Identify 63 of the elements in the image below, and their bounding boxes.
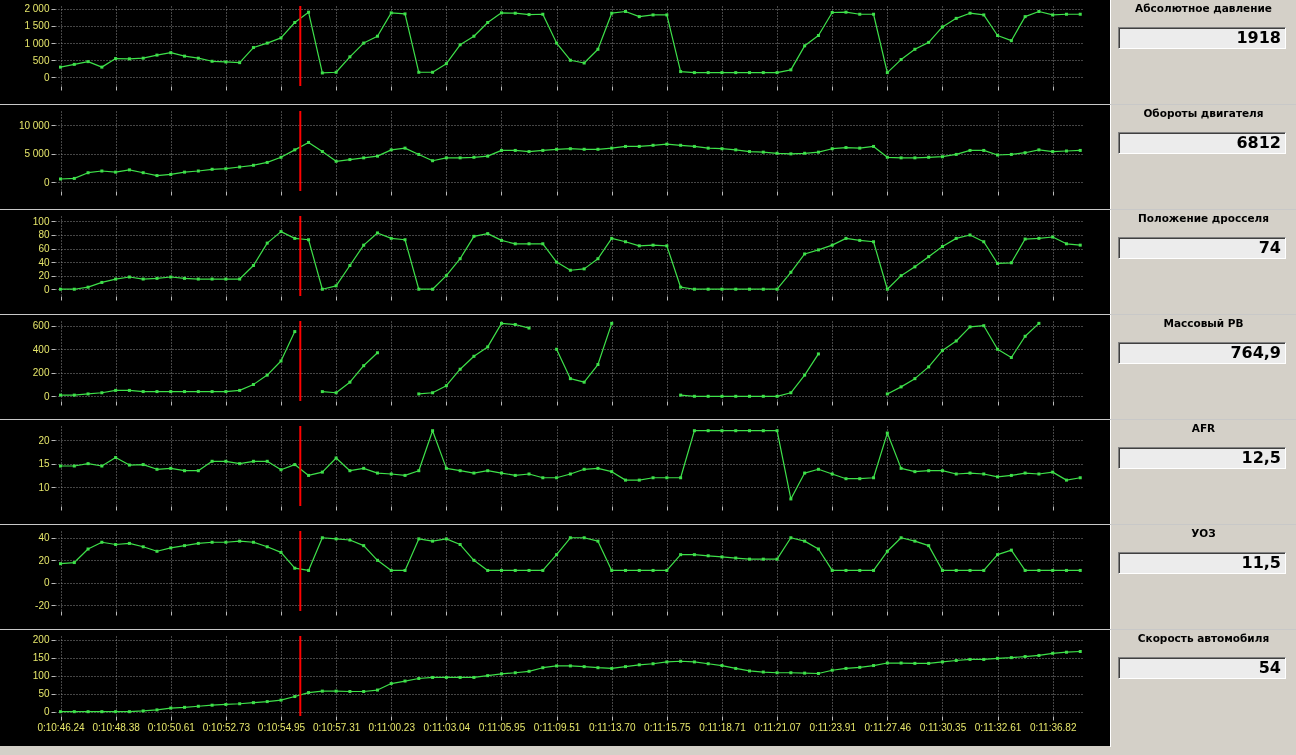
y-tick-label: 150	[32, 652, 50, 664]
text: Массовый РВ	[1162, 317, 1245, 329]
y-tick-label: 10	[38, 481, 50, 493]
x-tick-label: 0:11:15.75	[644, 721, 692, 733]
y-tick-label: 0	[43, 577, 50, 589]
y-tick-label: 60	[38, 243, 50, 255]
text: УОЗ	[1190, 527, 1217, 539]
x-tick-label: 0:11:18.71	[699, 721, 747, 733]
text: 12,5	[1118, 447, 1286, 469]
x-tick-label: 0:11:03.04	[423, 721, 471, 733]
x-tick-label: 0:11:27.46	[864, 721, 912, 733]
y-tick-label: 200	[32, 634, 50, 646]
y-tick-label: -20	[35, 599, 50, 611]
y-tick-label: 0	[43, 283, 50, 295]
y-tick-label: 40	[38, 256, 50, 268]
x-tick-label: 0:11:30.35	[919, 721, 967, 733]
y-tick-label: 400	[32, 343, 50, 355]
y-tick-label: 500	[32, 54, 50, 66]
y-tick-label: 1 500	[24, 20, 50, 32]
y-tick-label: 50	[38, 688, 50, 700]
x-tick-label: 0:11:13.70	[588, 721, 636, 733]
x-tick-label: 0:11:23.91	[809, 721, 857, 733]
x-tick-label: 0:11:36.82	[1029, 721, 1077, 733]
y-tick-label: 0	[43, 176, 50, 188]
x-tick-label: 0:10:57.31	[312, 721, 361, 733]
x-tick-label: 0:10:46.24	[37, 721, 86, 733]
y-tick-label: 20	[38, 270, 50, 282]
text: 1918	[1118, 27, 1286, 49]
y-tick-label: 0	[43, 390, 50, 402]
text: AFR	[1190, 422, 1217, 434]
x-tick-label: 0:10:54.95	[257, 721, 306, 733]
x-tick-label: 0:11:21.07	[754, 721, 802, 733]
text: Положение дросселя	[1136, 212, 1271, 224]
y-tick-label: 2 000	[24, 3, 50, 15]
x-tick-label: 0:11:32.61	[974, 721, 1022, 733]
text: 11,5	[1118, 552, 1286, 574]
y-tick-label: 80	[38, 229, 50, 241]
text: 764,9	[1118, 342, 1286, 364]
text: 74	[1118, 237, 1286, 259]
y-tick-label: 15	[38, 458, 50, 470]
y-tick-label: 5 000	[24, 148, 50, 160]
x-tick-label: 0:11:00.23	[368, 721, 416, 733]
y-tick-label: 20	[38, 434, 50, 446]
y-tick-label: 600	[32, 320, 50, 332]
text: Обороты двигателя	[1142, 107, 1265, 119]
y-tick-label: 100	[32, 215, 50, 227]
y-tick-label: 0	[43, 706, 50, 718]
text: 6812	[1118, 132, 1286, 154]
y-tick-label: 200	[32, 367, 50, 379]
text: Скорость автомобиля	[1136, 632, 1271, 644]
y-tick-label: 40	[38, 532, 50, 544]
y-tick-label: 1 000	[24, 37, 50, 49]
x-tick-label: 0:10:52.73	[202, 721, 251, 733]
text: Абсолютное давление	[1134, 2, 1273, 14]
x-tick-label: 0:10:50.61	[147, 721, 196, 733]
y-tick-label: 0	[43, 71, 50, 83]
x-tick-label: 0:11:09.51	[533, 721, 581, 733]
y-tick-label: 10 000	[18, 119, 50, 131]
text: 54	[1118, 657, 1286, 679]
y-tick-label: 20	[38, 554, 50, 566]
y-tick-label: 100	[32, 670, 50, 682]
x-tick-label: 0:10:48.38	[92, 721, 141, 733]
x-tick-label: 0:11:05.95	[478, 721, 526, 733]
